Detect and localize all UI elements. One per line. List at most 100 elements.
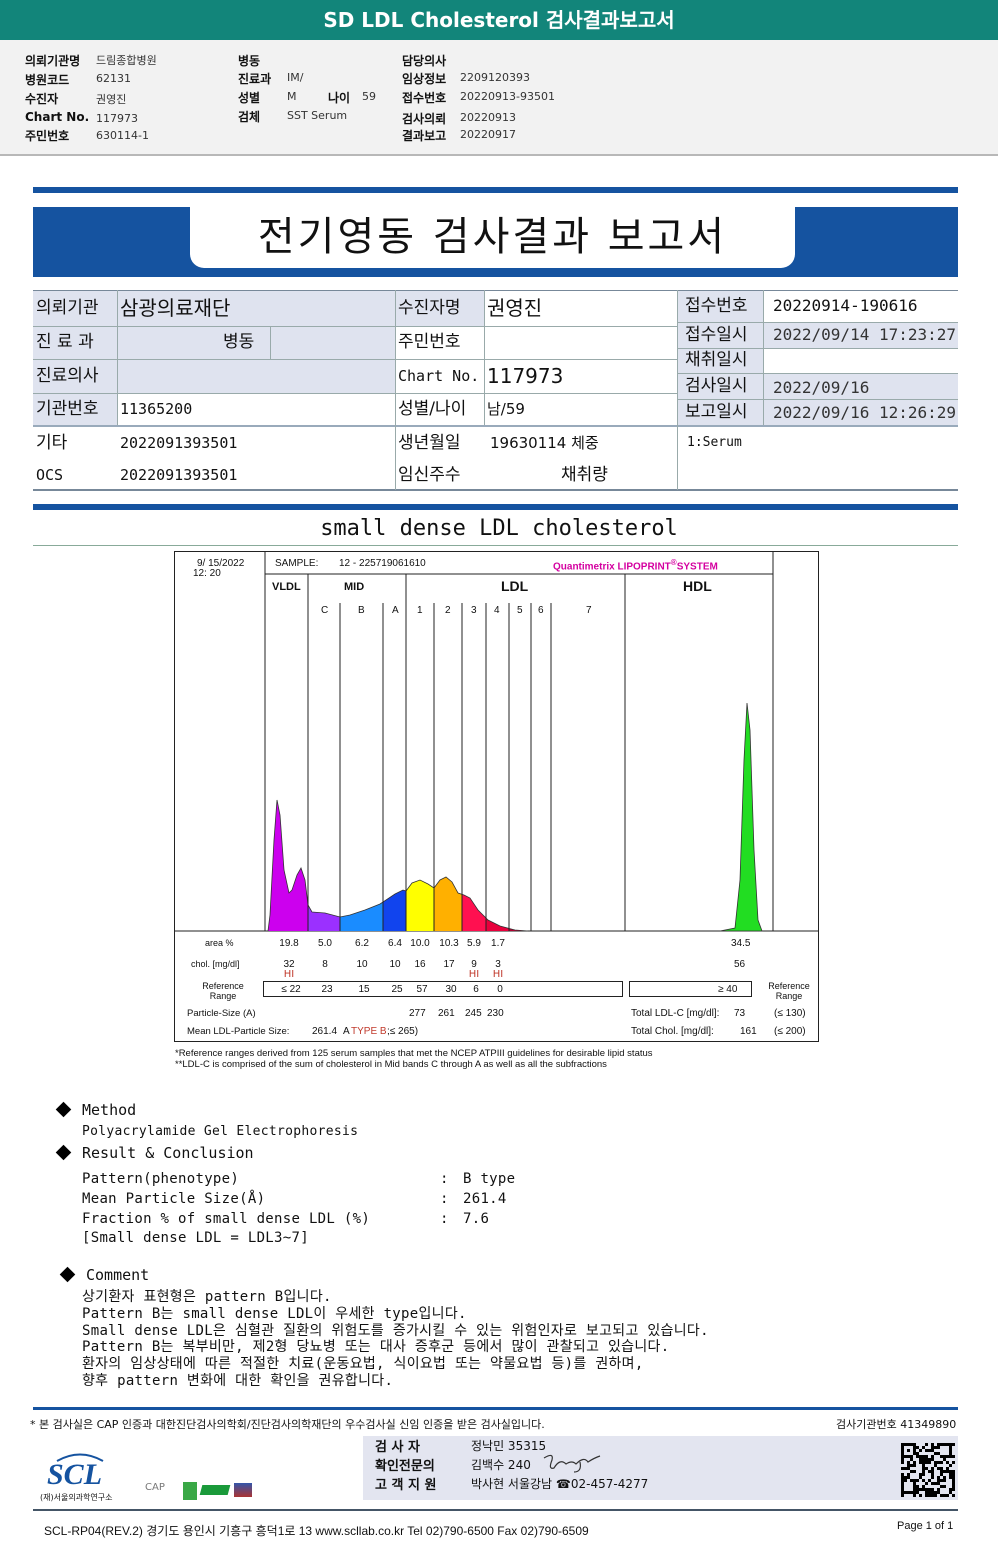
group-vldl: VLDL (272, 581, 301, 593)
label-receipt-no: 접수번호 (685, 295, 748, 316)
info-label: 나이 (328, 91, 351, 105)
label-institution: 의뢰기관 (36, 297, 99, 318)
label-inst-no: 기관번호 (36, 398, 99, 419)
ref-value: 25 (391, 984, 403, 995)
band-fill-8 (509, 928, 528, 931)
band-fill-5 (434, 877, 462, 931)
ref-value: 0 (497, 984, 503, 995)
band-label: 2 (445, 605, 451, 616)
row-label-chol: chol. [mg/dl] (191, 959, 240, 969)
band-fill-1 (308, 905, 340, 931)
band-label: 5 (517, 605, 523, 616)
info-label: 검사의뢰 (402, 112, 447, 126)
particle-size-value: 277 (409, 1008, 426, 1019)
accreditation-notice: * 본 검사실은 CAP 인증과 대한진단검사의학회/진단검사의학재단의 우수검… (30, 1418, 545, 1431)
method-title: Method (82, 1101, 137, 1119)
value-specimen: 1:Serum (687, 434, 742, 450)
total-ldlc-label: Total LDL-C [mg/dl]: (631, 1008, 720, 1019)
label-ocs: OCS (36, 465, 64, 484)
bullet-diamond-icon (59, 1266, 76, 1283)
certification-logo-icon (234, 1483, 252, 1497)
footnote: *Reference ranges derived from 125 serum… (175, 1048, 653, 1059)
value-birth: 19630114 체중 (490, 433, 599, 452)
report-title: 전기영동 검사결과 보고서 (257, 214, 728, 260)
label-etc: 기타 (36, 432, 68, 453)
particle-size-value: 261 (438, 1008, 455, 1019)
bullet-diamond-icon (55, 1101, 72, 1118)
mean-size-range: ;≤ 265) (387, 1026, 419, 1037)
result-label: Mean Particle Size(Å) (82, 1191, 266, 1207)
value-ocs: 2022091393501 (120, 465, 238, 484)
comment-line: 환자의 임상상태에 따른 적절한 치료(운동요법, 식이요법 또는 약물요법 등… (82, 1356, 644, 1373)
band-fill-7 (486, 918, 509, 931)
row-label-ref-right: Reference Range (768, 981, 810, 1001)
info-value: 630114-1 (96, 129, 149, 142)
band-label: C (321, 605, 329, 616)
area-value: 6.2 (355, 938, 369, 949)
label-collection-date: 채취일시 (685, 350, 748, 370)
signature-image (543, 1454, 601, 1473)
info-value: 20220917 (460, 128, 516, 141)
area-value: 6.4 (388, 938, 402, 949)
band-fill-4 (406, 880, 434, 931)
chart-time: 12: 20 (193, 568, 221, 579)
row-label-area: area % (205, 938, 234, 948)
hdl-chol-value: 56 (734, 959, 746, 970)
divider (33, 187, 958, 193)
result-colon: : (440, 1211, 449, 1227)
info-value: 2209120393 (460, 71, 530, 84)
chol-value: 9 (471, 959, 477, 970)
comment-line: 상기환자 표현형은 pattern B입니다. (82, 1289, 332, 1305)
result-note: [Small dense LDL = LDL3~7] (82, 1230, 309, 1246)
chol-value: 32 (283, 959, 295, 970)
value-receipt-no: 20220914-190616 (773, 296, 918, 315)
hdl-peak (719, 702, 763, 932)
label-report-date: 보고일시 (685, 401, 748, 422)
label-patient-name: 수진자명 (398, 297, 461, 318)
area-value: 5.9 (467, 938, 481, 949)
value-institution: 삼광의료재단 (120, 296, 231, 320)
scl-logo-subtitle: (재)서울의과학연구소 (40, 1493, 113, 1502)
certification-logo-icon (183, 1482, 197, 1500)
band-fill-3 (383, 890, 406, 931)
band-label: 7 (586, 605, 592, 616)
ref-range-box (263, 981, 623, 997)
signature-box (363, 1436, 958, 1500)
total-ldlc-value: 73 (734, 1008, 746, 1019)
label-receipt-date: 접수일시 (685, 324, 748, 345)
comment-line: 향후 pattern 변화에 대한 확인을 권유합니다. (82, 1373, 394, 1389)
area-value: 1.7 (491, 938, 505, 949)
support-value: 박사현 서울강남 ☎02-457-4277 (471, 1477, 649, 1491)
label-volume: 채취량 (561, 464, 608, 485)
band-fill-0 (268, 800, 308, 931)
info-value: M (287, 90, 297, 103)
info-value: 20220913-93501 (460, 90, 555, 103)
certification-logo-icon (199, 1485, 231, 1495)
footer-address: SCL-RP04(REV.2) 경기도 용인시 기흥구 흥덕1로 13 www.… (44, 1524, 589, 1538)
page-number: Page 1 of 1 (897, 1520, 954, 1532)
chol-value: 17 (443, 959, 455, 970)
group-mid: MID (344, 581, 365, 593)
ref-value: 23 (321, 984, 333, 995)
confirm-label: 확인전문의 (375, 1459, 435, 1474)
result-label: Pattern(phenotype) (82, 1171, 240, 1187)
chol-value: 10 (389, 959, 401, 970)
info-value: 59 (362, 90, 376, 103)
result-title: Result & Conclusion (82, 1144, 254, 1162)
particle-size-value: 245 (465, 1008, 482, 1019)
scl-logo: SCL (47, 1458, 103, 1491)
value-sex-age: 남/59 (487, 399, 525, 418)
info-label: 접수번호 (402, 91, 447, 105)
info-label: 담당의사 (402, 54, 447, 68)
info-value: IM/ (287, 71, 304, 84)
chol-value: 8 (322, 959, 328, 970)
footnote: **LDL-C is comprised of the sum of chole… (175, 1059, 607, 1070)
label-test-date: 검사일시 (685, 375, 748, 396)
divider (33, 545, 958, 546)
tester-label: 검 사 자 (375, 1440, 420, 1455)
result-value: 261.4 (463, 1191, 507, 1207)
value-report-date: 2022/09/16 12:26:29 (773, 403, 957, 422)
band-fill-2 (340, 902, 383, 931)
report-title-box: 전기영동 검사결과 보고서 (190, 207, 795, 268)
label-doctor: 진료의사 (36, 365, 99, 386)
